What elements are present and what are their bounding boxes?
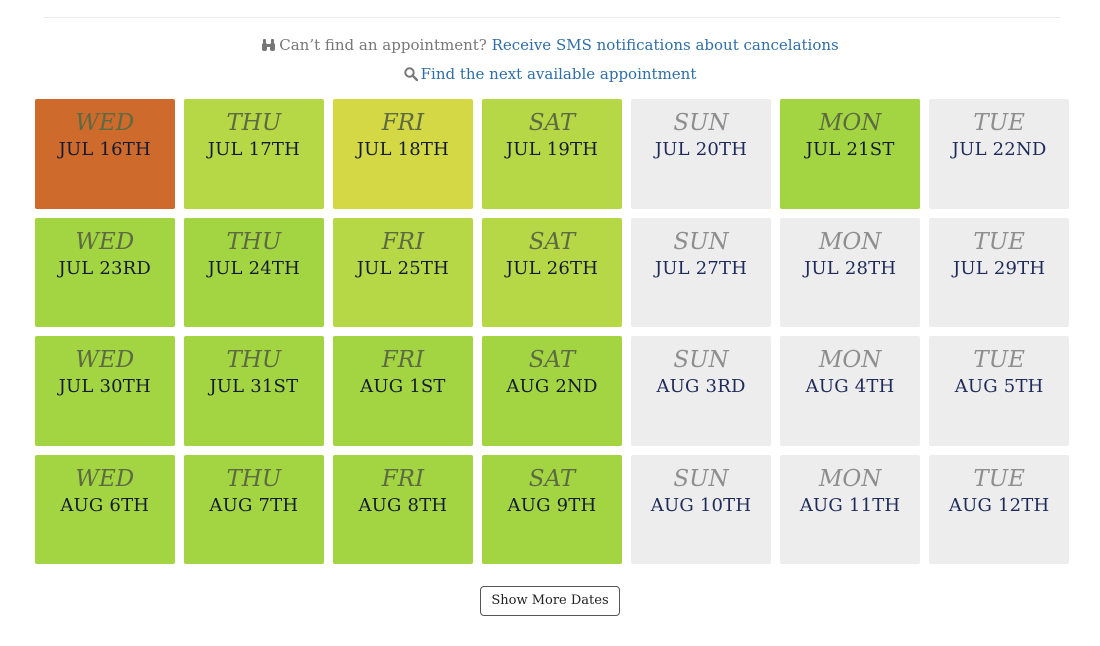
day-weekday: MON [818, 465, 882, 492]
day-weekday: SUN [673, 465, 729, 492]
day-date: JUL 26TH [505, 257, 599, 279]
show-more-container: Show More Dates [0, 586, 1100, 616]
day-cell[interactable]: FRI AUG 1ST [333, 336, 473, 446]
day-weekday: WED [75, 228, 135, 255]
day-weekday: SAT [528, 465, 576, 492]
day-cell[interactable]: FRI AUG 8TH [333, 454, 473, 564]
day-cell[interactable]: TUE JUL 22ND [929, 99, 1069, 209]
calendar-grid: WED JUL 16TH THU JUL 17TH FRI JUL 18TH SAT JUL … [35, 99, 1069, 564]
day-cell[interactable]: SUN JUL 27TH [631, 217, 771, 327]
day-cell[interactable]: THU JUL 31ST [184, 336, 324, 446]
day-weekday: SAT [528, 228, 576, 255]
day-date: AUG 8TH [358, 494, 448, 516]
day-date: AUG 12TH [948, 494, 1050, 516]
day-date: JUL 17TH [207, 139, 300, 160]
binoculars-icon [261, 37, 276, 57]
search-icon [403, 66, 418, 86]
day-weekday: WED [75, 465, 135, 492]
day-weekday: MON [818, 110, 882, 136]
day-date: AUG 5TH [954, 376, 1044, 397]
day-weekday: MON [818, 347, 882, 373]
day-cell[interactable]: MON AUG 11TH [780, 454, 920, 564]
day-cell[interactable]: TUE AUG 12TH [929, 454, 1069, 564]
day-date: AUG 2ND [506, 376, 598, 397]
day-date: JUL 18TH [356, 139, 450, 160]
day-weekday: FRI [381, 347, 425, 373]
day-weekday: TUE [973, 110, 1025, 136]
day-cell[interactable]: SAT AUG 2ND [482, 336, 622, 446]
day-cell[interactable]: SUN AUG 10TH [631, 454, 771, 564]
day-date: AUG 9TH [507, 494, 597, 516]
day-date: JUL 29TH [953, 257, 1046, 279]
sms-notifications-link[interactable]: Receive SMS notifications about cancelat… [491, 36, 839, 54]
day-weekday: THU [226, 228, 282, 255]
day-date: AUG 7TH [209, 494, 299, 516]
next-available-notice: Find the next available appointment [0, 64, 1100, 86]
day-weekday: WED [75, 110, 135, 136]
day-date: JUL 20TH [654, 139, 748, 160]
day-date: AUG 3RD [656, 376, 746, 397]
day-cell[interactable]: THU JUL 24TH [184, 217, 324, 327]
day-cell[interactable]: WED AUG 6TH [35, 454, 175, 564]
day-cell[interactable]: TUE JUL 29TH [929, 217, 1069, 327]
day-cell[interactable]: MON JUL 28TH [780, 217, 920, 327]
day-date: JUL 16TH [58, 139, 151, 160]
show-more-dates-button[interactable]: Show More Dates [480, 586, 620, 616]
day-date: JUL 24TH [207, 257, 300, 279]
day-date: JUL 27TH [654, 257, 748, 279]
sms-notice: Can’t find an appointment? Receive SMS n… [0, 35, 1100, 57]
day-cell[interactable]: WED JUL 16TH [35, 99, 175, 209]
day-weekday: TUE [973, 347, 1025, 373]
day-cell[interactable]: WED JUL 30TH [35, 336, 175, 446]
day-date: JUL 22ND [951, 139, 1047, 160]
day-cell[interactable]: SAT JUL 26TH [482, 217, 622, 327]
day-weekday: SUN [673, 228, 729, 255]
top-divider [44, 17, 1060, 18]
day-weekday: FRI [381, 465, 425, 492]
day-cell[interactable]: SUN AUG 3RD [631, 336, 771, 446]
day-cell[interactable]: SUN JUL 20TH [631, 99, 771, 209]
day-date: JUL 19TH [505, 139, 599, 160]
day-date: AUG 6TH [60, 494, 150, 516]
day-cell[interactable]: WED JUL 23RD [35, 217, 175, 327]
day-weekday: TUE [973, 465, 1025, 492]
day-weekday: SAT [528, 347, 576, 373]
day-date: JUL 23RD [58, 257, 152, 279]
day-weekday: FRI [381, 110, 425, 136]
day-weekday: TUE [973, 228, 1025, 255]
day-cell[interactable]: SAT JUL 19TH [482, 99, 622, 209]
day-weekday: SUN [673, 110, 729, 136]
day-weekday: MON [818, 228, 882, 255]
day-cell[interactable]: MON JUL 21ST [780, 99, 920, 209]
day-date: JUL 25TH [356, 257, 450, 279]
day-cell[interactable]: THU JUL 17TH [184, 99, 324, 209]
day-date: JUL 28TH [803, 257, 897, 279]
day-weekday: WED [75, 347, 135, 373]
day-cell[interactable]: THU AUG 7TH [184, 454, 324, 564]
day-date: AUG 4TH [805, 376, 895, 397]
day-date: JUL 31ST [209, 376, 299, 397]
day-weekday: THU [226, 110, 282, 136]
day-weekday: THU [226, 347, 282, 373]
day-weekday: FRI [381, 228, 425, 255]
day-date: JUL 21ST [805, 139, 895, 160]
day-date: JUL 30TH [58, 376, 151, 397]
day-weekday: SAT [528, 110, 576, 136]
day-date: AUG 11TH [799, 494, 901, 516]
day-date: AUG 10TH [650, 494, 752, 516]
day-weekday: THU [226, 465, 282, 492]
day-date: AUG 1ST [360, 376, 446, 397]
day-cell[interactable]: TUE AUG 5TH [929, 336, 1069, 446]
next-available-link[interactable]: Find the next available appointment [420, 65, 697, 83]
day-weekday: SUN [673, 347, 729, 373]
sms-notice-prefix: Can’t find an appointment? [279, 36, 487, 54]
day-cell[interactable]: MON AUG 4TH [780, 336, 920, 446]
day-cell[interactable]: FRI JUL 25TH [333, 217, 473, 327]
day-cell[interactable]: FRI JUL 18TH [333, 99, 473, 209]
day-cell[interactable]: SAT AUG 9TH [482, 454, 622, 564]
